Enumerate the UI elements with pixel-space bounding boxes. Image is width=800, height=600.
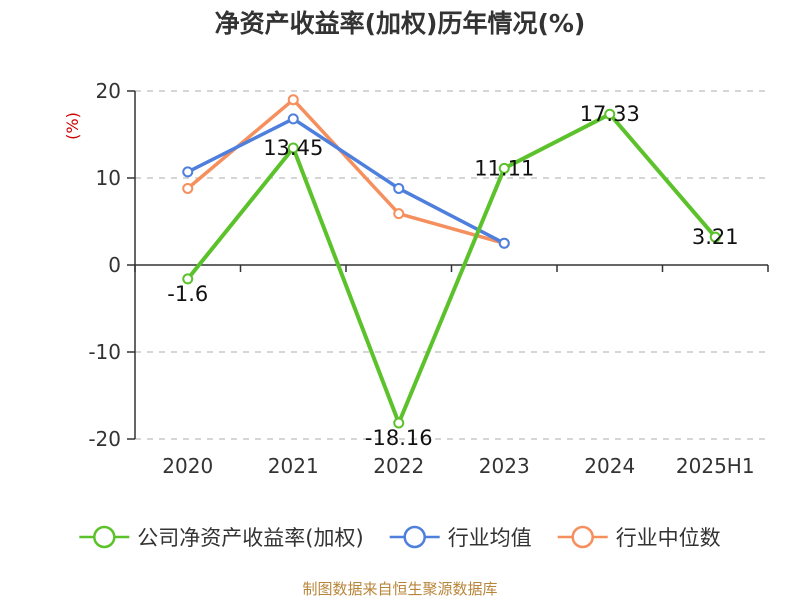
x-tick-label: 2022: [373, 454, 424, 478]
data-point: [287, 142, 299, 154]
chart-title: 净资产收益率(加权)历年情况(%): [214, 9, 586, 38]
data-point: [393, 417, 405, 429]
legend-label: 行业均值: [448, 526, 532, 550]
legend-item: 行业中位数: [557, 525, 721, 550]
data-label: -1.6: [167, 282, 208, 306]
data-point: [182, 273, 194, 285]
data-point: [182, 166, 194, 178]
axis-layer: 20 10 0 -10 -20 2020 2021 2022 2023 2024 2025H1 (%): [63, 79, 769, 478]
data-label: 3.21: [692, 225, 739, 249]
data-label: 13.45: [263, 136, 323, 160]
grid-layer: [135, 90, 768, 440]
x-tick-label: 2024: [584, 454, 635, 478]
y-tick-label: 0: [108, 253, 121, 277]
legend-label: 行业中位数: [616, 526, 721, 550]
legend-item: 行业均值: [389, 525, 532, 550]
data-label-layer: -1.6 13.45 -18.16 11.11 17.33 3.21: [167, 102, 738, 450]
data-point: [498, 237, 510, 249]
data-point: [709, 231, 721, 243]
series-line: [187, 117, 506, 245]
data-point: [498, 162, 510, 174]
legend-marker: [571, 525, 594, 549]
y-tick-label: -10: [88, 340, 121, 364]
series-line: [186, 112, 717, 425]
data-point: [393, 208, 405, 220]
data-point: [287, 94, 299, 106]
y-tick-label: 10: [96, 166, 121, 190]
y-tick-label: 20: [96, 79, 121, 103]
data-point: [287, 113, 299, 125]
x-tick-label: 2025H1: [676, 454, 755, 478]
x-tick-label: 2020: [162, 454, 213, 478]
data-point: [182, 182, 194, 194]
y-tick-label: -20: [88, 427, 121, 451]
legend-marker: [93, 525, 116, 549]
x-tick-label: 2023: [479, 454, 530, 478]
source-note: 制图数据来自恒生聚源数据库: [302, 580, 498, 598]
data-point: [604, 108, 616, 120]
legend-label: 公司净资产收益率(加权): [137, 526, 363, 550]
series-layer: [182, 94, 721, 429]
x-tick-label: 2021: [268, 454, 319, 478]
data-label: 17.33: [580, 102, 640, 126]
y-axis-label: (%): [63, 112, 82, 140]
data-point: [393, 182, 405, 194]
legend-item: 公司净资产收益率(加权): [79, 525, 364, 550]
data-label: -18.16: [365, 426, 433, 450]
legend-marker: [403, 525, 426, 549]
legend: 公司净资产收益率(加权) 行业均值 行业中位数: [79, 525, 721, 550]
data-label: 11.11: [474, 156, 534, 180]
